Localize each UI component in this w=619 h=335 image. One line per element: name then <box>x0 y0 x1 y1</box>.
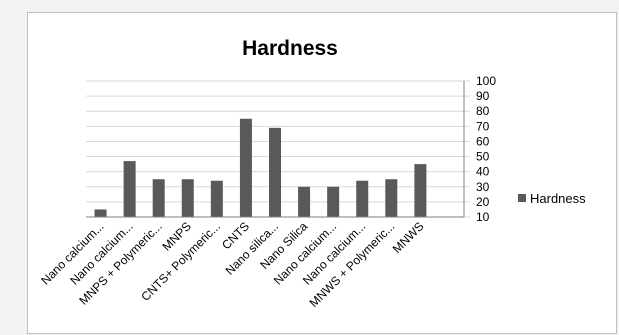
bar <box>94 209 107 217</box>
y-tick-label: 30 <box>476 180 490 194</box>
bar <box>327 186 340 217</box>
chart-area: Hardness 10 20 30 40 50 60 70 80 90 100 Nano calc… <box>27 12 617 334</box>
bar <box>414 164 427 217</box>
bar <box>385 179 398 217</box>
bars <box>94 118 427 217</box>
bar <box>181 179 194 217</box>
axes <box>86 81 465 218</box>
y-tick-label: 20 <box>476 195 490 209</box>
x-axis-category-labels: Nano calcium...Nano calcium...MNPS + Pol… <box>38 219 426 310</box>
bar <box>123 161 136 217</box>
y-tick-label: 90 <box>476 89 490 103</box>
bar <box>298 186 311 217</box>
bar <box>152 179 165 217</box>
bar <box>269 127 281 217</box>
legend-label: Hardness <box>530 191 586 206</box>
y-tick-label: 100 <box>476 74 496 88</box>
legend: Hardness <box>518 191 586 206</box>
y-tick-label: 10 <box>476 210 490 224</box>
bar <box>356 180 369 217</box>
y-tick-label: 80 <box>476 104 490 118</box>
y-tick-label: 40 <box>476 165 490 179</box>
bar <box>239 118 252 217</box>
y-tick-label: 50 <box>476 150 490 164</box>
x-category-label: MNWS <box>390 219 427 256</box>
y-tick-label: 70 <box>476 119 490 133</box>
bar <box>210 180 223 217</box>
chart-title: Hardness <box>242 37 338 60</box>
y-tick-label: 60 <box>476 134 490 148</box>
legend-swatch <box>518 194 526 202</box>
